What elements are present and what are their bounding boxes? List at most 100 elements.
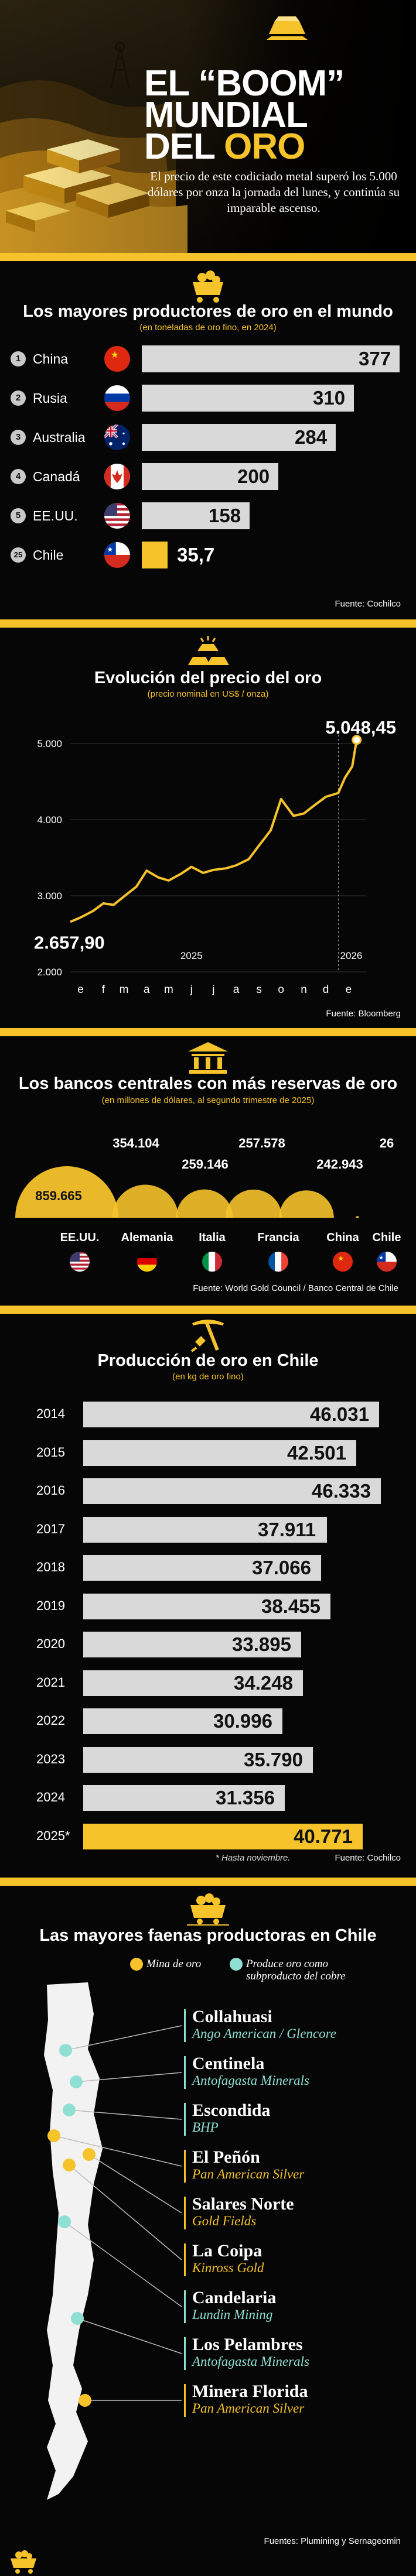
footer-cart-icon xyxy=(11,2550,36,2574)
mine-leader-line xyxy=(69,2109,182,2120)
production-value: 30.996 xyxy=(213,1710,272,1732)
mine-location-dot xyxy=(58,2215,71,2228)
production-bar xyxy=(83,1670,303,1696)
production-value: 35.790 xyxy=(244,1749,303,1770)
price-line-chart: 2.000 3.000 4.000 5.000 e f m a m j j a s o n d e 2025 202… xyxy=(34,717,396,996)
producer-value: 377 xyxy=(359,348,391,369)
bank-value: 859.665 xyxy=(35,1188,82,1203)
mine-leader-line xyxy=(65,2025,182,2051)
mine-name: El Peñón xyxy=(192,2147,260,2167)
bank-value: 259.146 xyxy=(182,1157,229,1171)
mine-company: Antofagasta Minerals xyxy=(192,2073,309,2088)
production-value: 40.771 xyxy=(294,1825,353,1847)
mine-name: Escondida xyxy=(192,2101,271,2120)
banks-title: Los bancos centrales con más reservas de… xyxy=(18,1074,398,1093)
x-tick-label: j xyxy=(212,984,214,996)
separator xyxy=(0,1306,416,1314)
x-tick-label: o xyxy=(278,984,284,996)
year-label: 2015 xyxy=(36,1445,65,1460)
mine-location-dot xyxy=(59,2044,72,2057)
mine-leader-line xyxy=(88,2154,182,2214)
producers-title: Los mayores productores de oro en el mun… xyxy=(23,302,393,321)
mine-location-dot xyxy=(83,2148,96,2161)
year-label: 2018 xyxy=(36,1560,65,1574)
producer-value: 310 xyxy=(313,387,346,409)
year-label: 2017 xyxy=(36,1522,65,1536)
legend-gold-label: Mina de oro xyxy=(146,1958,202,1970)
production-value: 31.356 xyxy=(216,1787,275,1808)
mine-accent-line xyxy=(184,2103,186,2136)
price-source: Fuente: Bloomberg xyxy=(326,1009,401,1019)
producer-country: China xyxy=(33,351,69,366)
mine-accent-line xyxy=(184,2290,186,2323)
mine-leader-line xyxy=(69,2164,182,2260)
price-end-label: 5.048,45 xyxy=(325,717,396,738)
x-tick-label: m xyxy=(164,984,173,996)
legend-teal-label: Produce oro como subproducto del cobre xyxy=(246,1958,346,1982)
y-tick-label: 5.000 xyxy=(37,738,62,749)
separator xyxy=(0,1878,416,1886)
separator xyxy=(0,1028,416,1036)
x-tick-label: d xyxy=(323,984,329,996)
bank-country: Italia xyxy=(199,1231,226,1244)
production-bar xyxy=(83,1517,327,1543)
pickaxe-icon xyxy=(190,1320,224,1352)
gold-bars-icon xyxy=(188,636,229,665)
mine-location-dot xyxy=(63,2159,76,2171)
producer-value: 284 xyxy=(295,426,328,448)
mine-accent-line xyxy=(184,2337,186,2370)
hero-description: El precio de este codiciado metal superó… xyxy=(147,169,400,215)
mine-accent-line xyxy=(184,2056,186,2089)
bank-value: 354.104 xyxy=(112,1136,159,1150)
chile-prod-subtitle: (en kg de oro fino) xyxy=(172,1372,244,1382)
year-label: 2014 xyxy=(36,1406,65,1421)
producer-bar xyxy=(142,463,278,490)
producer-country: Chile xyxy=(33,547,64,563)
legend-gold-dot xyxy=(130,1958,143,1971)
producer-rank: 5 xyxy=(11,508,26,523)
production-value: 38.455 xyxy=(261,1595,320,1617)
production-bar xyxy=(83,1440,356,1466)
gold-cart-icon xyxy=(193,270,223,303)
producer-country: EE.UU. xyxy=(33,508,78,523)
production-value: 46.333 xyxy=(312,1480,371,1502)
flag-icon: ★ xyxy=(377,1252,397,1272)
producer-country: Australia xyxy=(33,430,86,445)
chile-prod-note: * Hasta noviembre. xyxy=(216,1853,291,1863)
producer-country: Rusia xyxy=(33,390,67,406)
year-label: 2024 xyxy=(36,1790,65,1804)
flag-icon xyxy=(70,1252,90,1272)
production-value: 33.895 xyxy=(232,1633,291,1655)
year-label: 2020 xyxy=(36,1636,65,1651)
mine-company: Antofagasta Minerals xyxy=(192,2354,309,2369)
mine-location-dot xyxy=(79,2394,91,2407)
mine-leader-line xyxy=(53,2135,182,2167)
producer-bar xyxy=(142,424,336,451)
production-bar xyxy=(83,1747,313,1773)
mine-company: Pan American Silver xyxy=(192,2167,305,2181)
separator xyxy=(0,253,416,261)
producer-value: 35,7 xyxy=(177,544,215,566)
production-bar xyxy=(83,1478,381,1504)
production-value: 42.501 xyxy=(287,1442,346,1464)
svg-text:★: ★ xyxy=(111,350,119,360)
mine-leader-line xyxy=(64,2221,182,2307)
production-bar xyxy=(83,1555,321,1581)
price-line xyxy=(70,739,358,923)
price-start-label: 2.657,90 xyxy=(34,932,105,953)
y-tick-label: 4.000 xyxy=(37,814,62,825)
mine-location-dot xyxy=(63,2104,76,2116)
flag-icon xyxy=(104,464,130,489)
flag-icon: ★ xyxy=(333,1252,353,1272)
banks-source: Fuente: World Gold Council / Banco Centr… xyxy=(193,1283,398,1293)
bank-country: EE.UU. xyxy=(60,1231,100,1244)
svg-text:★: ★ xyxy=(107,546,113,554)
producer-bar xyxy=(142,542,168,568)
mine-location-dot xyxy=(70,2075,83,2088)
producers-source: Fuente: Cochilco xyxy=(335,599,401,609)
chile-prod-source: Fuente: Cochilco xyxy=(335,1853,401,1863)
year-label: 2021 xyxy=(36,1675,65,1690)
mine-name: Minera Florida xyxy=(192,2382,308,2401)
x-tick-label: m xyxy=(120,984,129,996)
flag-icon xyxy=(104,424,130,450)
